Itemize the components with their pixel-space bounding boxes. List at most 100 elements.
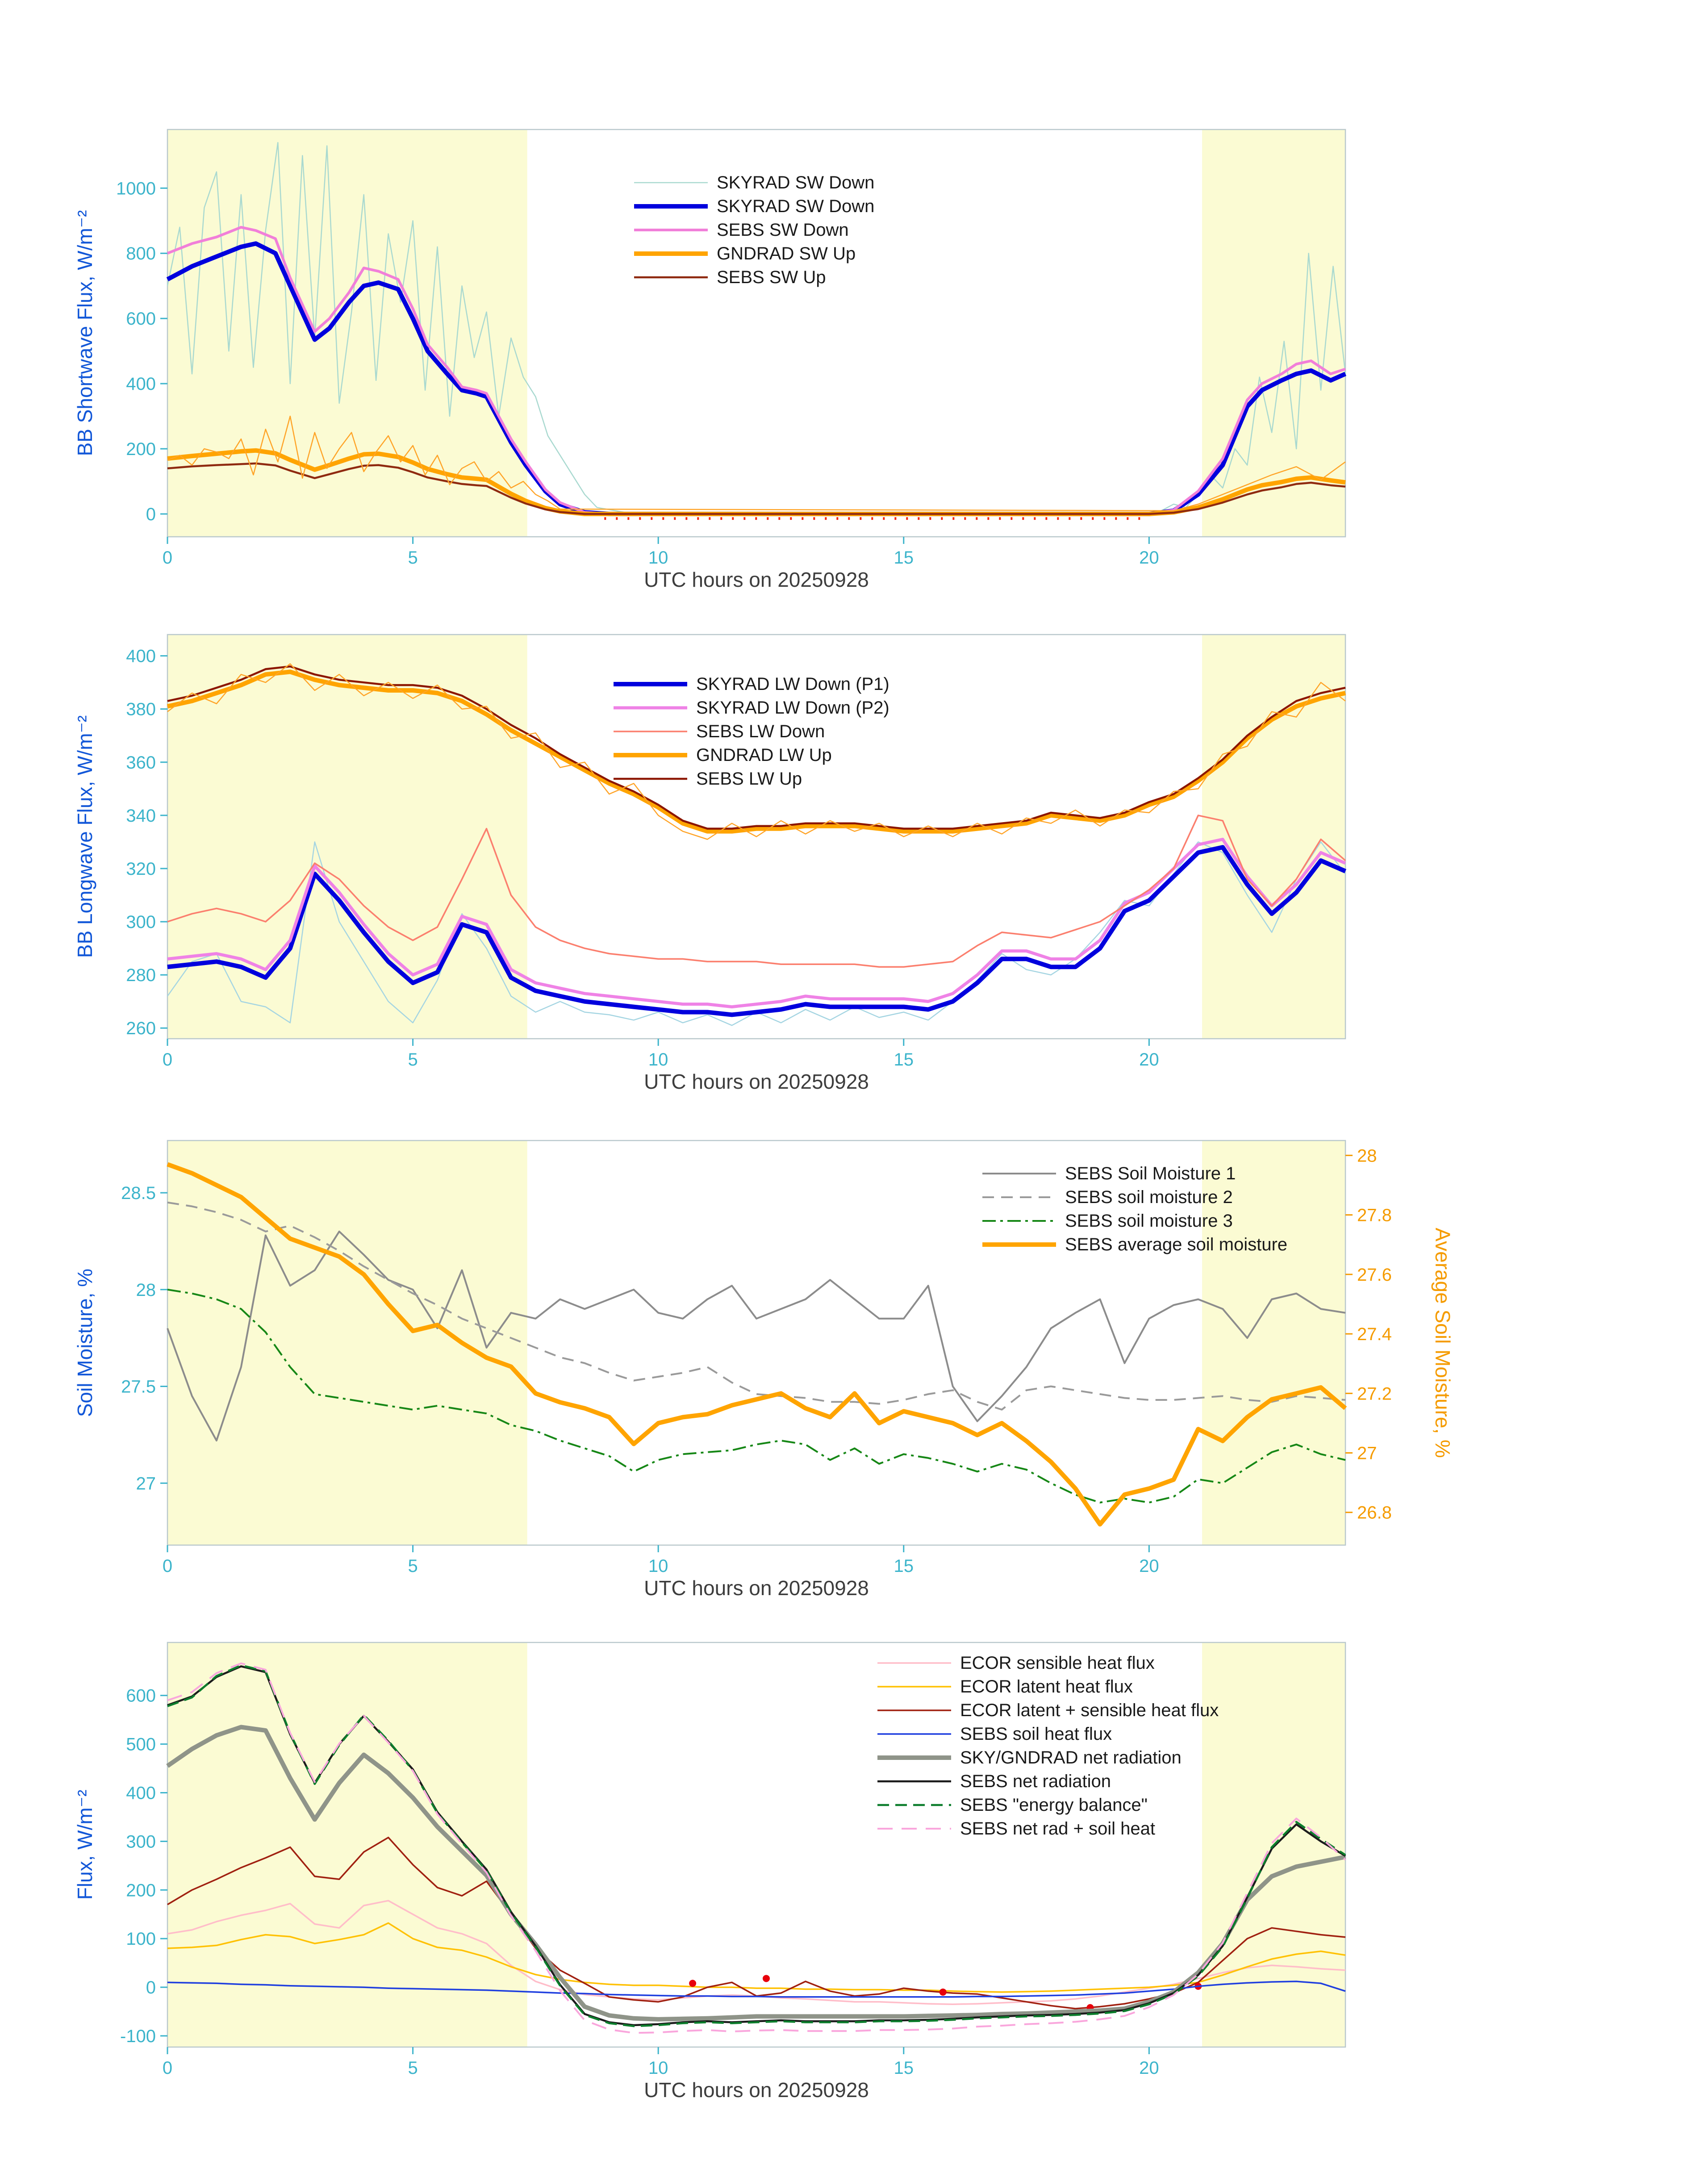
x-tick-label: 5 [408,1556,418,1576]
series-soil-moisture-3 [167,1162,1347,1527]
series-marker [762,1975,770,1982]
y-tick-label: 400 [126,374,156,394]
y-tick-label-right: 27.6 [1357,1265,1392,1285]
y-tick-label: 1000 [116,179,156,198]
legend-longwave: SKYRAD LW Down (P1) SKYRAD LW Down (P2) SE… [614,674,889,789]
series-flux-7 [167,1662,1346,2034]
panel-soil-moisture: 0 5 10 15 20 27 27.5 28 28.5 26.8 27 27.2 27.4 27.6 27… [73,1140,1454,1600]
x-tick-label: 10 [648,1556,668,1576]
series-flux-4 [166,1725,1346,2022]
y-tick-label: 200 [126,439,156,459]
legend-label: SEBS average soil moisture [1065,1235,1287,1254]
x-tick-label: 20 [1139,1556,1159,1576]
shaded-band [1202,1141,1345,1545]
x-axis-label: UTC hours on 20250928 [644,568,869,591]
y-tick-label-right: 27.8 [1357,1206,1392,1225]
y-tick-label-right: 26.8 [1357,1503,1392,1523]
y-axis-label: Soil Moisture, % [73,1269,96,1417]
shaded-band [1202,635,1345,1039]
y-tick-label: -100 [120,2027,156,2046]
series-flux-1 [167,1922,1346,1993]
y-tick-label: 100 [126,1929,156,1949]
y-tick-label: 28.5 [121,1183,156,1203]
series-longwave-3 [167,815,1346,968]
y-tick-label: 360 [126,753,156,773]
x-tick-label: 5 [408,1050,418,1070]
x-tick-label: 0 [163,1556,172,1576]
series-soil-moisture-1 [167,1201,1346,1411]
series-flux-3 [167,1981,1346,1998]
series-marker [939,1988,947,1996]
shaded-band [167,1642,527,2047]
shaded-band [1202,130,1345,537]
x-tick-label: 15 [894,1050,914,1070]
y-tick-label-right: 27.4 [1357,1325,1392,1344]
x-tick-label: 20 [1139,2058,1159,2078]
x-tick-label: 5 [408,548,418,568]
x-tick-label: 20 [1139,548,1159,568]
series-longwave-4 [167,669,1346,834]
legend-label: SEBS SW Down [717,220,849,240]
y-tick-label: 400 [126,647,156,666]
y-tick-label: 0 [146,1978,156,1997]
y-tick-label: 260 [126,1019,156,1038]
y-tick-label: 800 [126,244,156,263]
y-axis-label: BB Shortwave Flux, W/m⁻² [73,210,96,456]
axes-box [167,1140,1346,1546]
y-tick-label: 0 [146,505,156,524]
shaded-band [167,1141,527,1545]
y-tick-label: 27 [136,1474,156,1493]
legend-label: ECOR sensible heat flux [960,1653,1155,1673]
x-axis-label: UTC hours on 20250928 [644,2078,869,2102]
x-tick-label: 20 [1139,1050,1159,1070]
y-tick-label: 380 [126,700,156,719]
shaded-band [167,130,527,537]
y-tick-label: 300 [126,1832,156,1851]
y-tick-label: 340 [126,806,156,826]
series-flux-6 [167,1664,1346,2027]
legend-label: SEBS net radiation [960,1772,1111,1791]
y-tick-label: 600 [126,1686,156,1706]
legend-label: SEBS SW Up [717,267,826,287]
legend-label: SKYRAD LW Down (P1) [696,674,889,694]
x-tick-label: 10 [648,1050,668,1070]
series-shortwave-5 [167,415,1346,511]
axes-box [167,634,1346,1040]
y-tick-label: 500 [126,1735,156,1755]
series-marker [689,1980,697,1987]
x-tick-label: 10 [648,548,668,568]
y-tick-label: 28 [136,1280,156,1300]
x-tick-label: 0 [163,1050,172,1070]
series-shortwave-0 [167,142,1346,515]
legend-label: SKYRAD SW Down [717,196,874,216]
x-tick-label: 0 [163,548,172,568]
legend-soil-moisture: SEBS Soil Moisture 1 SEBS soil moisture 2… [982,1164,1287,1254]
x-axis-label: UTC hours on 20250928 [644,1576,869,1600]
axes-box [167,1642,1346,2048]
series-shortwave-1 [166,241,1347,516]
y-tick-label: 27.5 [121,1377,156,1397]
x-tick-label: 15 [894,548,914,568]
panel-longwave: 0 5 10 15 20 260 280 300 320 340 360 380 400 BB Longw… [73,634,1346,1093]
y-tick-label: 200 [126,1880,156,1900]
legend-label: GNDRAD SW Up [717,244,856,263]
y-tick-label-right: 27.2 [1357,1384,1392,1404]
series-longwave-6 [167,663,1346,840]
y-axis-label: BB Longwave Flux, W/m⁻² [73,715,96,958]
y-tick-label-right: 28 [1357,1146,1377,1166]
legend-flux: ECOR sensible heat flux ECOR latent heat … [877,1653,1219,1839]
x-tick-label: 0 [163,2058,172,2078]
legend-label: SKYRAD SW Down [717,173,874,192]
axes-box [167,129,1346,538]
series-longwave-1 [167,845,1346,1017]
legend-label: SEBS net rad + soil heat [960,1819,1155,1839]
legend-label: GNDRAD LW Up [696,745,832,765]
y-tick-label: 320 [126,859,156,879]
legend-label: ECOR latent heat flux [960,1677,1133,1696]
series-shortwave-4 [167,462,1346,515]
series-longwave-5 [167,665,1346,830]
shaded-band [167,635,527,1039]
